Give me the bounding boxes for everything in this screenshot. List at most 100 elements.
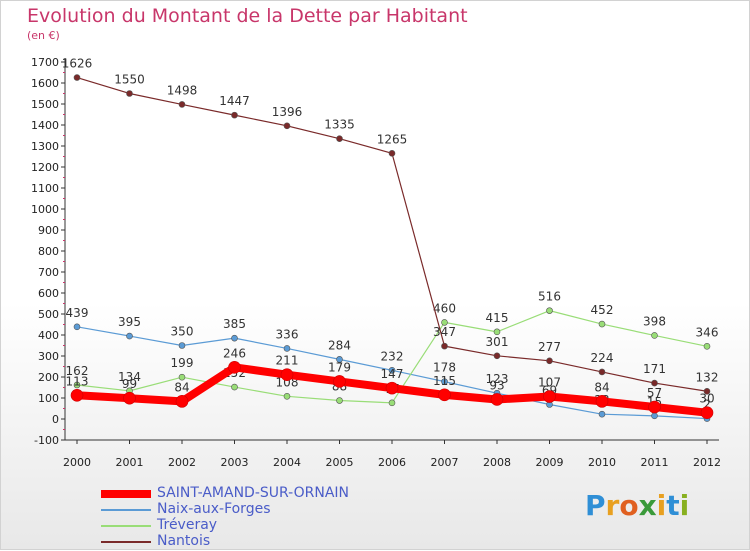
data-point — [70, 388, 84, 402]
data-label: 284 — [328, 338, 351, 352]
data-label: 395 — [118, 315, 141, 329]
data-label: 516 — [538, 290, 561, 304]
y-tick-label: 700 — [38, 266, 59, 279]
data-point — [73, 381, 81, 389]
data-point — [595, 395, 609, 408]
data-label: 346 — [696, 325, 719, 339]
data-point — [231, 383, 238, 391]
y-tick-label: 1600 — [31, 77, 59, 90]
y-tick-label: 500 — [38, 308, 59, 321]
data-point — [283, 345, 291, 352]
data-point — [280, 368, 294, 381]
legend-swatch — [101, 490, 151, 498]
logo-letter: r — [605, 489, 620, 522]
data-point — [598, 320, 606, 328]
data-label: 115 — [433, 374, 456, 388]
x-tick-label: 2006 — [378, 456, 406, 469]
x-tick-label: 2008 — [483, 456, 511, 469]
logo-letter: P — [585, 489, 606, 522]
data-point — [700, 406, 714, 420]
legend-label: SAINT-AMAND-SUR-ORNAIN — [157, 485, 350, 501]
data-point — [651, 412, 658, 420]
data-label: 162 — [66, 364, 89, 378]
data-label: 1550 — [114, 73, 145, 87]
y-tick-label: 800 — [38, 245, 59, 258]
data-label: 123 — [486, 372, 509, 386]
data-point — [651, 379, 658, 387]
data-label: 107 — [538, 376, 561, 390]
legend-swatch — [101, 509, 151, 511]
series-nantois: 1626 1550 1498 1447 1396 1335 1265 347 301 277 224… — [62, 57, 719, 395]
data-label: 30 — [699, 392, 714, 406]
data-label: 199 — [171, 356, 194, 370]
y-tick-label: 1100 — [31, 182, 59, 195]
proxiti-logo: Proxiti — [585, 489, 689, 522]
data-label: 84 — [594, 380, 609, 394]
legend-label: Tréveray — [157, 517, 218, 533]
series-saint-amand-sur-ornain: 113 99 84 246 211 179 147 115 93 107 84 57 30 — [66, 346, 715, 420]
data-label: 113 — [66, 374, 89, 388]
data-label: 1396 — [272, 105, 303, 119]
data-point — [385, 381, 399, 395]
data-point — [703, 387, 711, 395]
logo-letter: i — [656, 489, 667, 522]
data-point — [123, 391, 136, 405]
y-tick-label: 600 — [38, 287, 59, 300]
data-point — [441, 378, 448, 385]
y-tick-label: 100 — [38, 392, 59, 405]
data-point — [438, 388, 451, 402]
data-label: 99 — [122, 377, 137, 391]
data-point — [283, 393, 291, 400]
data-label: 350 — [171, 325, 194, 339]
y-tick-label: 400 — [38, 329, 59, 342]
x-tick-label: 2007 — [431, 456, 459, 469]
x-tick-label: 2002 — [168, 456, 196, 469]
x-tick-label: 2000 — [63, 456, 91, 469]
data-point — [126, 332, 133, 340]
data-point — [648, 400, 661, 414]
data-point — [546, 357, 553, 365]
data-label: 246 — [223, 346, 246, 360]
data-point — [73, 74, 81, 81]
data-label: 1498 — [167, 83, 198, 97]
data-point — [126, 90, 133, 97]
series-naix-aux-forges: 4393953503853362842321781236923152 — [66, 306, 711, 422]
data-label: 179 — [328, 360, 351, 374]
data-point — [388, 366, 396, 374]
data-label: 452 — [591, 303, 614, 317]
data-label: 232 — [381, 349, 404, 363]
data-label: 336 — [276, 327, 299, 341]
data-point — [231, 111, 238, 119]
x-tick-label: 2005 — [326, 456, 354, 469]
y-tick-label: 1300 — [31, 140, 59, 153]
data-label: 1265 — [377, 132, 408, 146]
logo-letter: o — [619, 489, 639, 522]
y-tick-label: 900 — [38, 224, 59, 237]
data-point — [543, 390, 556, 403]
legend-label: Nantois — [157, 533, 211, 549]
y-tick-label: 1200 — [31, 161, 59, 174]
data-point — [336, 356, 343, 363]
data-label: 147 — [381, 367, 404, 381]
data-label: 2 — [703, 398, 711, 412]
y-tick-label: 0 — [52, 413, 59, 426]
data-point — [336, 135, 343, 142]
legend-swatch — [101, 525, 151, 527]
data-point — [231, 334, 238, 342]
data-label: 1447 — [219, 94, 250, 108]
chart-title: Evolution du Montant de la Dette par Hab… — [27, 5, 468, 27]
data-point — [703, 343, 711, 350]
data-label: 211 — [276, 354, 299, 368]
y-tick-label: 1500 — [31, 98, 59, 111]
legend-swatch — [101, 541, 151, 543]
data-point — [388, 399, 396, 407]
x-tick-label: 2011 — [641, 456, 669, 469]
data-point — [598, 410, 606, 418]
data-label: 132 — [696, 370, 719, 384]
data-point — [178, 101, 186, 108]
data-label: 57 — [647, 386, 662, 400]
data-label: 385 — [223, 317, 246, 331]
logo-letter: i — [679, 489, 690, 522]
